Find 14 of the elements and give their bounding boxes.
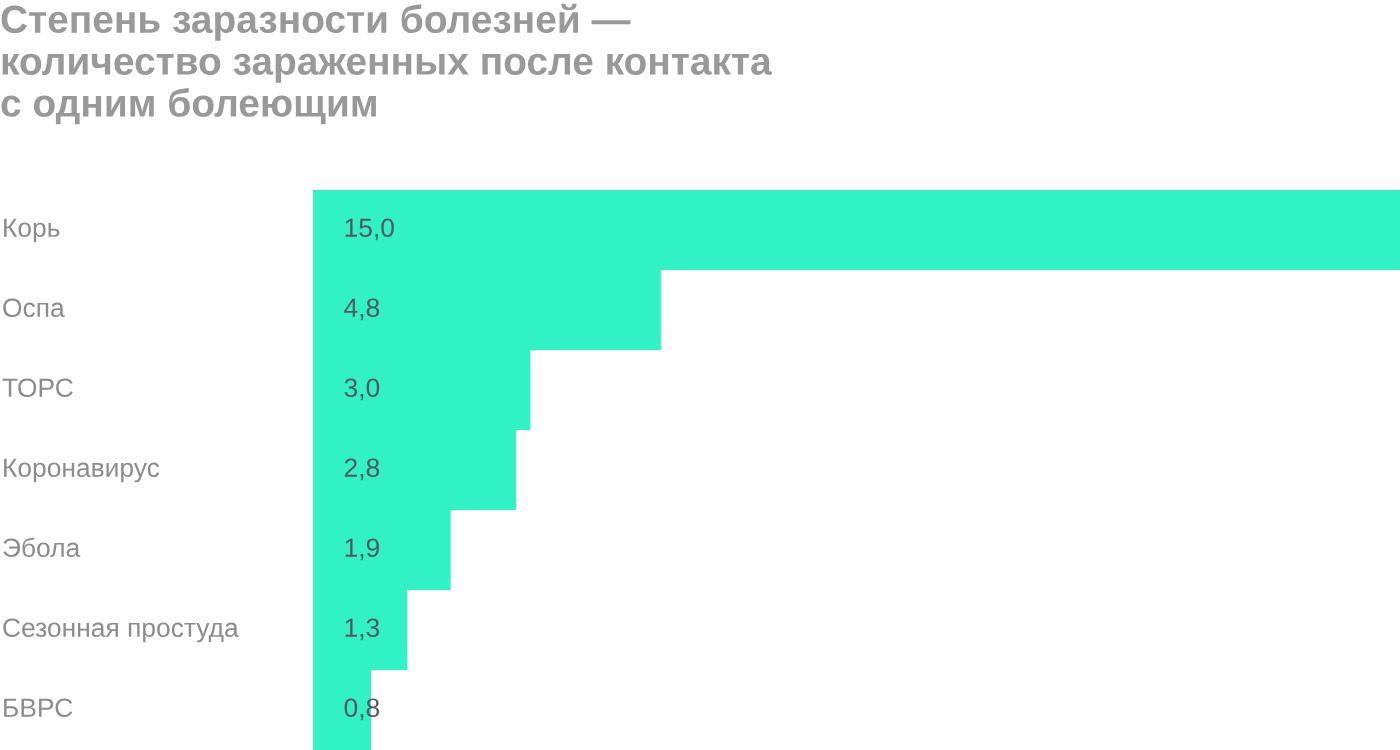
- data-label: 4,8: [344, 298, 380, 321]
- y-tick-label: Эбола: [3, 537, 81, 558]
- data-label: 3,0: [344, 378, 380, 401]
- y-tick-label: Коронавирус: [4, 458, 160, 483]
- data-label: 1,3: [345, 618, 380, 641]
- y-tick-label: Сезонная простуда: [3, 618, 239, 643]
- y-tick-label: Оспа: [3, 298, 65, 318]
- chart-title: Степень заразности болезней — количество зараженных после контакта с одним болеющим: [1, 3, 772, 125]
- data-label: 1,9: [345, 538, 379, 561]
- data-label: 15,0: [345, 218, 394, 241]
- y-tick-label: Корь: [4, 218, 60, 243]
- data-label: 2,8: [344, 458, 380, 481]
- y-tick-label: ТОРС: [2, 378, 73, 398]
- y-tick-label: БВРС: [4, 698, 73, 718]
